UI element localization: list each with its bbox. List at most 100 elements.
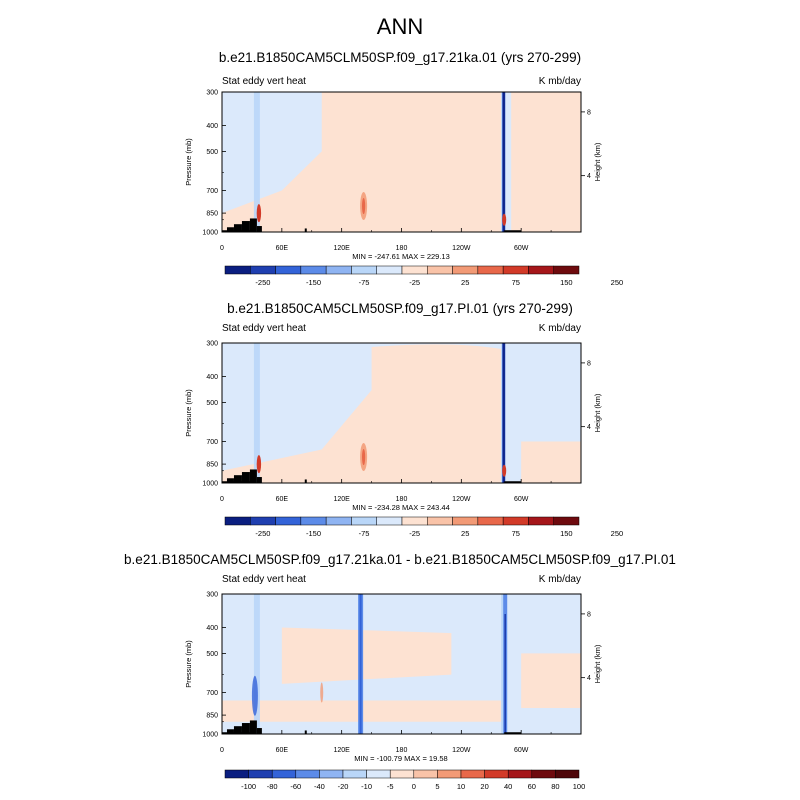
positive-spot <box>256 204 262 223</box>
topography-block <box>249 469 257 483</box>
colorbar-swatch <box>295 769 320 779</box>
chart-unit-label: K mb/day <box>539 574 581 585</box>
colorbar-swatch <box>401 516 428 526</box>
colorbar-label: -60 <box>290 782 301 791</box>
y-tick-label: 300 <box>206 90 218 97</box>
topography-block <box>504 230 522 232</box>
colorbar-swatch <box>427 516 453 526</box>
colorbar-swatch <box>553 516 580 526</box>
colorbar-swatch <box>477 265 504 275</box>
height-tick-label: 8 <box>587 611 591 618</box>
colorbar: -250 -150 -75 -25 25 75 150 250 <box>224 265 623 287</box>
topography <box>222 720 522 734</box>
x-tick-label: 180 <box>396 245 408 252</box>
x-tick-label: 0 <box>220 496 224 503</box>
y-tick-label: 400 <box>206 374 218 381</box>
x-tick-label: 60E <box>276 747 289 754</box>
chart-left-label: Stat eddy vert heat <box>222 76 306 87</box>
colorbar-swatch <box>275 516 302 526</box>
chart-panel-3: b.e21.B1850CAM5CLM50SP.f09_g17.21ka.01 -… <box>124 552 676 791</box>
y-tick-label: 500 <box>206 651 218 658</box>
topography-block <box>256 226 262 232</box>
plot-area <box>222 92 581 232</box>
colorbar-swatch <box>319 769 344 779</box>
positive-region <box>222 344 502 483</box>
positive-spot-core <box>362 449 366 466</box>
colorbar-label: -250 <box>255 278 270 287</box>
x-tick-label: 60W <box>514 747 529 754</box>
chart-title: b.e21.B1850CAM5CLM50SP.f09_g17.21ka.01 -… <box>124 552 676 567</box>
topography-block <box>241 723 250 734</box>
colorbar-swatch <box>351 516 377 526</box>
colorbar-label: -20 <box>338 782 349 791</box>
y-axis-label: Pressure (mb) <box>184 138 193 186</box>
colorbar-swatch <box>376 516 403 526</box>
topography-block <box>256 728 262 734</box>
colorbar-swatch <box>460 769 485 779</box>
colorbar-label: 80 <box>551 782 559 791</box>
colorbar-swatch <box>250 516 276 526</box>
chart-unit-label: K mb/day <box>539 323 581 334</box>
chart-title: b.e21.B1850CAM5CLM50SP.f09_g17.21ka.01 (… <box>219 50 581 65</box>
y-tick-label: 850 <box>206 713 218 720</box>
colorbar-swatch <box>389 769 415 779</box>
colorbar-swatch <box>376 265 403 275</box>
x-tick-label: 120E <box>333 747 350 754</box>
chart-title: b.e21.B1850CAM5CLM50SP.f09_g17.PI.01 (yr… <box>227 301 573 316</box>
colorbar-label: 20 <box>480 782 488 791</box>
positive-region <box>521 653 581 709</box>
height-tick-label: 4 <box>587 424 591 431</box>
chart-left-label: Stat eddy vert heat <box>222 574 306 585</box>
colorbar-label: 75 <box>512 278 520 287</box>
colorbar-swatch <box>342 769 367 779</box>
colorbar-label: -40 <box>314 782 325 791</box>
y-tick-label: 400 <box>206 123 218 130</box>
colorbar-swatch <box>224 769 249 779</box>
colorbar-swatch <box>528 265 554 275</box>
negative-streak-core <box>359 594 362 734</box>
colorbar-label: -75 <box>359 278 370 287</box>
negative-streak-core <box>504 614 507 734</box>
height-axis-label: Height (km) <box>593 644 602 683</box>
colorbar-swatch <box>507 769 533 779</box>
x-tick-label: 120E <box>333 496 350 503</box>
x-tick-label: 120W <box>452 245 471 252</box>
colorbar-label: -250 <box>255 529 270 538</box>
colorbar-label: -150 <box>306 529 321 538</box>
topography-block <box>226 478 234 483</box>
colorbar-label: -5 <box>387 782 394 791</box>
positive-spot-core <box>362 198 366 215</box>
colorbar-label: 75 <box>512 529 520 538</box>
colorbar-swatch <box>528 516 554 526</box>
colorbar-swatch <box>452 516 479 526</box>
colorbar-swatch <box>413 769 438 779</box>
colorbar-swatch <box>531 769 556 779</box>
colorbar-swatch <box>437 769 462 779</box>
y-tick-label: 1000 <box>202 481 218 488</box>
height-axis-label: Height (km) <box>593 393 602 432</box>
colorbar-swatch <box>271 769 297 779</box>
colorbar-swatch <box>325 516 352 526</box>
colorbar: -100 -80 -60 -40 -20 -10 -5 0 5 10 20 40 60 80 100 <box>224 769 585 791</box>
colorbar-label: 0 <box>412 782 416 791</box>
topography-block <box>241 221 250 232</box>
y-tick-label: 700 <box>206 690 218 697</box>
positive-region <box>521 441 581 483</box>
y-tick-label: 300 <box>206 341 218 348</box>
colorbar-swatch <box>477 516 504 526</box>
positive-region <box>281 627 452 684</box>
colorbar-swatch <box>351 265 377 275</box>
positive-spot <box>256 455 262 474</box>
colorbar-label: 25 <box>461 529 469 538</box>
colorbar-label: 150 <box>560 278 573 287</box>
colorbar-swatch <box>275 265 302 275</box>
topography-block <box>241 472 250 483</box>
colorbar-swatch <box>366 769 391 779</box>
topography-block <box>304 730 307 734</box>
topography-block <box>233 224 242 232</box>
colorbar-swatch <box>502 265 529 275</box>
x-tick-label: 60E <box>276 245 289 252</box>
colorbar-label: -25 <box>409 529 420 538</box>
colorbar-swatch <box>250 265 276 275</box>
